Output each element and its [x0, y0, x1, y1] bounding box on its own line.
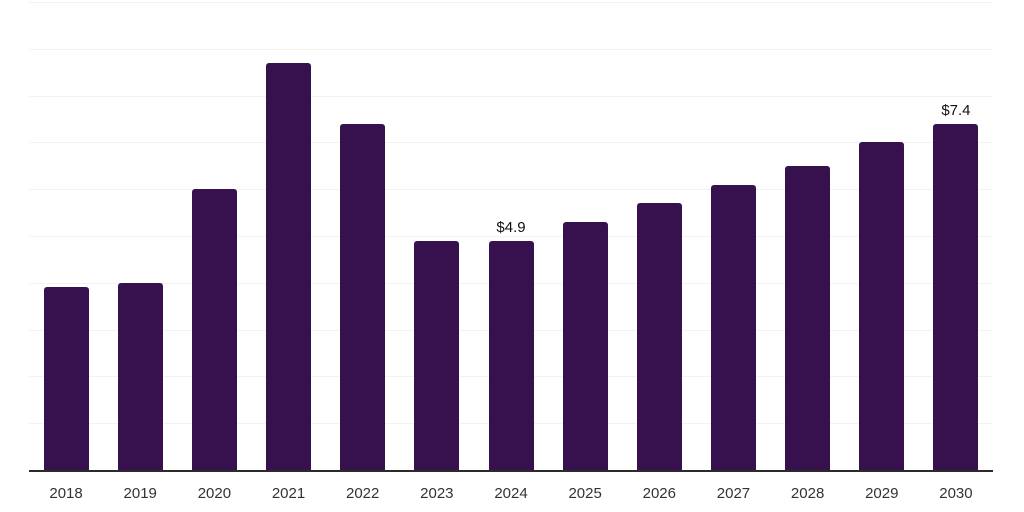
- bar-2030: [933, 124, 979, 470]
- x-tick-label-2029: 2029: [865, 485, 899, 502]
- bar-2027: [710, 185, 756, 470]
- bar-2023: [414, 241, 460, 470]
- x-tick-label-2025: 2025: [568, 485, 602, 502]
- bar-2018: [43, 287, 89, 470]
- x-tick-label-2024: 2024: [494, 485, 528, 502]
- bar-2019: [117, 283, 163, 470]
- bar-2021: [266, 63, 312, 470]
- x-tick-label-2022: 2022: [346, 485, 380, 502]
- gridline: [29, 189, 993, 191]
- x-tick-label-2028: 2028: [790, 485, 825, 502]
- bar-2029: [859, 142, 905, 470]
- bar-value-label-2024: $4.9: [496, 219, 526, 236]
- bar-2022: [340, 124, 386, 470]
- gridline: [29, 142, 993, 144]
- gridline: [29, 2, 993, 3]
- x-tick-label-2027: 2027: [716, 485, 751, 502]
- x-tick-label-2018: 2018: [49, 485, 83, 502]
- x-tick-label-2020: 2020: [197, 485, 232, 502]
- gridline: [29, 48, 993, 50]
- bar-2028: [785, 166, 831, 470]
- x-tick-label-2021: 2021: [271, 485, 306, 502]
- x-tick-label-2023: 2023: [420, 485, 454, 502]
- bar-2026: [636, 203, 682, 470]
- x-axis-line: [29, 470, 993, 472]
- bar-2025: [562, 222, 608, 470]
- x-tick-label-2030: 2030: [939, 485, 973, 502]
- x-tick-label-2026: 2026: [642, 485, 676, 502]
- gridline: [29, 236, 993, 237]
- bar-value-label-2030: $7.4: [941, 102, 971, 119]
- bar-2024: [488, 241, 534, 470]
- bar-2020: [191, 189, 237, 470]
- plot-area: 2018 2019 2020 2021 2022 2023 2024 $4.9 2025 2026…: [29, 2, 993, 512]
- gridline: [29, 95, 993, 97]
- x-tick-label-2019: 2019: [123, 485, 157, 502]
